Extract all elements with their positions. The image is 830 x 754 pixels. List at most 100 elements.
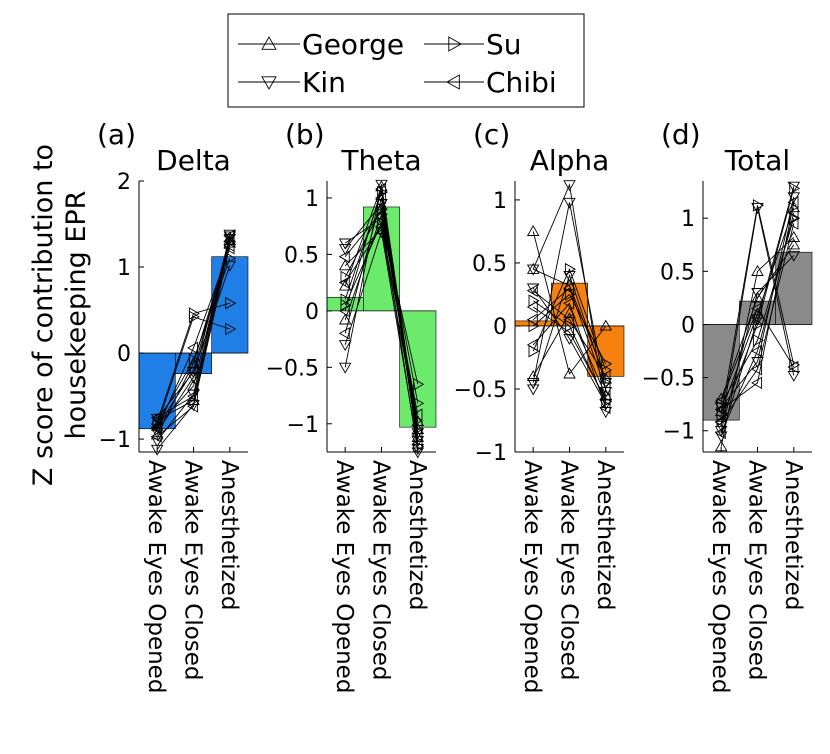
y-tick-label: −1 [99, 428, 131, 453]
subject-marker-triangle-left [526, 313, 538, 326]
subject-marker-triangle-right [716, 413, 728, 427]
subject-marker-triangle-down [751, 314, 764, 326]
y-tick-label: −1 [475, 441, 507, 466]
legend-marker-triangle-left [446, 74, 460, 90]
subject-marker-triangle-up [751, 291, 764, 303]
subject-marker-triangle-right [225, 296, 237, 310]
category-label: Anesthetized [404, 460, 430, 610]
subject-marker-triangle-right [413, 378, 425, 391]
subject-line-triangle-down [532, 274, 607, 390]
panel-letter: (c) [473, 118, 510, 151]
subject-marker-triangle-up [787, 238, 801, 250]
subject-marker-triangle-up [187, 393, 200, 405]
subject-marker-triangle-up [599, 319, 613, 331]
subject-marker-triangle-up [526, 262, 540, 274]
subject-line-triangle-left [720, 202, 795, 410]
subject-marker-triangle-left [787, 217, 799, 230]
subject-marker-triangle-down [787, 370, 801, 382]
subject-marker-triangle-right [752, 318, 764, 331]
legend-label: Chibi [486, 66, 557, 99]
subject-marker-triangle-right [340, 270, 352, 284]
legend-label: Kin [302, 66, 346, 99]
subject-line-triangle-up [532, 231, 607, 375]
subject-marker-triangle-down [751, 357, 764, 369]
subject-marker-triangle-left [187, 364, 199, 377]
subject-marker-triangle-up [563, 367, 576, 379]
y-tick-label: 0 [493, 315, 507, 340]
subject-marker-triangle-down [187, 389, 200, 401]
subject-marker-triangle-down [751, 202, 764, 215]
panel-title: Alpha [530, 144, 610, 177]
y-tick-label: −0.5 [266, 356, 319, 381]
y-tick-label: 1 [117, 256, 131, 281]
subject-marker-triangle-right [601, 357, 613, 371]
y-tick-label: 0.5 [660, 260, 695, 285]
subject-marker-triangle-left [787, 360, 799, 374]
y-axis-label-line: Z score of contribution to [28, 144, 59, 486]
subject-marker-triangle-left [338, 250, 350, 263]
subject-marker-triangle-down [375, 227, 388, 239]
subject-marker-triangle-left [714, 426, 726, 440]
category-label: Awake Eyes Opened [707, 460, 733, 693]
subject-marker-triangle-down [787, 181, 801, 193]
subject-marker-triangle-left [563, 281, 575, 295]
subject-marker-triangle-right [188, 353, 200, 367]
subject-marker-triangle-right [376, 202, 388, 216]
subject-marker-triangle-left [150, 430, 162, 443]
subject-marker-triangle-right [564, 262, 576, 276]
subject-marker-triangle-left [223, 241, 235, 255]
category-label: Anesthetized [780, 460, 806, 610]
y-tick-label: 1 [493, 189, 507, 214]
y-tick-label: 0.5 [284, 243, 319, 268]
subject-marker-triangle-down [599, 378, 613, 390]
subject-line-triangle-right [720, 205, 795, 415]
y-tick-label: −0.5 [642, 367, 695, 392]
subject-marker-triangle-left [599, 370, 611, 383]
y-axis-label: Z score of contribution tohousekeeping E… [28, 144, 92, 486]
subject-marker-triangle-down [375, 213, 388, 225]
subject-marker-triangle-left [338, 304, 350, 318]
subject-marker-triangle-down [563, 270, 576, 282]
panel-letter: (d) [661, 118, 701, 151]
subject-marker-triangle-down [150, 427, 164, 439]
subject-marker-triangle-up [787, 230, 801, 242]
subject-marker-triangle-up [411, 415, 425, 427]
legend-marker-triangle-down [261, 76, 277, 90]
subject-marker-triangle-down [338, 340, 352, 352]
panel-letter: (a) [97, 118, 136, 151]
y-tick-label: 1 [305, 187, 319, 212]
category-label: Anesthetized [592, 460, 618, 610]
subject-marker-triangle-down [375, 199, 388, 211]
y-tick-label: −1 [287, 413, 319, 438]
subject-marker-triangle-right [413, 397, 425, 410]
y-tick-label: 0 [305, 300, 319, 325]
y-axis-label-line: housekeeping EPR [61, 191, 92, 440]
panel-title: Total [724, 144, 790, 177]
subject-line-triangle-left [156, 236, 231, 418]
panel-letter: (b) [285, 118, 325, 151]
category-label: Awake Eyes Closed [556, 460, 582, 681]
bar [138, 352, 176, 430]
subject-marker-triangle-down [563, 333, 576, 346]
subject-marker-triangle-down [375, 179, 388, 191]
subject-marker-triangle-right [789, 358, 801, 372]
subject-marker-triangle-down [563, 197, 576, 209]
panel-title: Theta [340, 144, 421, 177]
subject-line-triangle-left [532, 306, 607, 400]
subject-marker-triangle-down [714, 431, 728, 443]
subject-marker-triangle-down [338, 238, 352, 250]
subject-marker-triangle-left [751, 362, 763, 376]
subject-line-triangle-down [532, 183, 607, 412]
subject-line-triangle-down [532, 202, 607, 392]
subject-marker-triangle-left [787, 206, 799, 220]
subject-marker-triangle-up [338, 279, 352, 291]
subject-marker-triangle-right [752, 334, 764, 347]
subject-marker-triangle-left [751, 376, 763, 390]
subject-marker-triangle-up [338, 259, 352, 271]
subject-marker-triangle-right [225, 322, 237, 336]
subject-line-triangle-down [720, 186, 795, 437]
subject-marker-triangle-down [223, 260, 237, 272]
subject-marker-triangle-left [375, 205, 387, 218]
subject-marker-triangle-down [563, 180, 576, 192]
subject-marker-triangle-left [338, 276, 350, 289]
